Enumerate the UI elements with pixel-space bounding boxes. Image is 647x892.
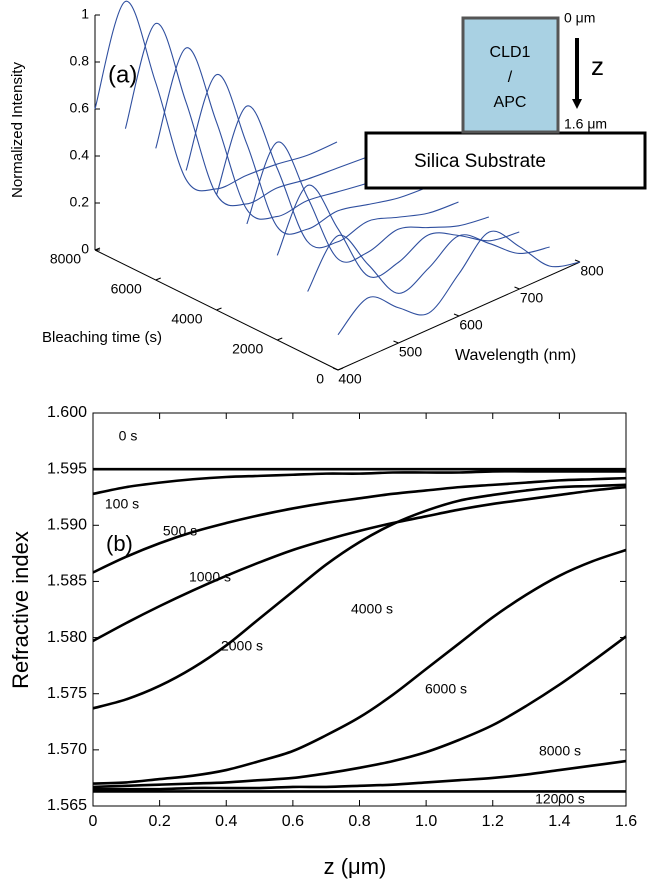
curve-label: 1000 s	[189, 569, 231, 585]
x-axis-title: Wavelength (nm)	[455, 347, 576, 364]
curve-label: 2000 s	[221, 638, 263, 654]
index-profile	[92, 485, 627, 643]
spectrum-line	[94, 0, 338, 192]
y-tick	[277, 337, 283, 341]
x-tick	[453, 313, 460, 317]
bottom-depth-label: 1.6 μm	[564, 116, 607, 132]
y-tick-label: 1.595	[47, 460, 87, 477]
z-tick-label: 0.2	[70, 194, 90, 210]
z-axis-title: Normalized Intensity	[9, 62, 26, 198]
y-tick-label: 2000	[232, 341, 263, 357]
y-tick-label: 1.590	[47, 517, 87, 534]
x-tick-label: 400	[338, 371, 362, 387]
curve-label: 500 s	[163, 523, 197, 539]
top-depth-label: 0 μm	[564, 10, 595, 26]
spectrum-line	[307, 234, 550, 294]
y-tick-label: 0	[316, 371, 324, 387]
x-tick-label: 500	[399, 344, 423, 360]
curve-label: 6000 s	[425, 681, 467, 697]
x-tick-label: 1.2	[482, 813, 504, 830]
spectrum-line	[337, 230, 581, 336]
spectrum-line	[246, 141, 490, 263]
z-tick-label: 0.8	[70, 53, 90, 69]
panel-label: (a)	[108, 61, 137, 88]
y-tick-label: 4000	[171, 311, 202, 327]
y-tick-label: 1.580	[47, 629, 87, 646]
y-tick	[94, 247, 101, 251]
z-tick-label: 0	[81, 241, 89, 257]
y-tick-label: 8000	[50, 251, 81, 267]
x-tick-label: 800	[580, 263, 604, 279]
x-tick-label: 700	[520, 290, 544, 306]
y-axis-title: Refractive index	[8, 531, 33, 689]
x-tick-label: 0.2	[149, 813, 171, 830]
panel-b: 0 0.2 0.4 0.6 0.8 1.0 1.2 1.4 1.6 1.565 1.570 1.575…	[8, 404, 637, 879]
x-tick-label: 1.0	[415, 813, 437, 830]
spectrum-line	[215, 105, 459, 249]
substrate-label: Silica Substrate	[414, 151, 546, 172]
z-arrow-label: z	[591, 51, 604, 81]
x-tick-label: 0.6	[282, 813, 304, 830]
panel-label: (b)	[106, 531, 133, 556]
y-tick-label: 1.570	[47, 741, 87, 758]
curve-label: 100 s	[105, 496, 139, 512]
index-profile	[92, 635, 627, 789]
film-label: CLD1	[490, 44, 531, 61]
x-tick-label: 0.8	[348, 813, 370, 830]
curve-label: 12000 s	[535, 791, 585, 807]
x-tick	[393, 340, 399, 344]
index-profile	[92, 476, 627, 574]
x-tick	[514, 286, 520, 290]
y-tick-label: 1.575	[47, 685, 87, 702]
substrate	[364, 131, 647, 190]
x-tick	[332, 367, 339, 371]
index-profile	[92, 483, 627, 710]
panel-a: 0 0.2 0.4 0.6 0.8 1 0 2000 4000 6000 8000 400 500 600…	[9, 0, 647, 387]
y-axis-title: Bleaching time (s)	[42, 329, 162, 346]
spectrum-line	[185, 74, 429, 235]
index-profile	[93, 759, 627, 791]
x-tick-label: 0.4	[215, 813, 237, 830]
film-label: APC	[494, 94, 527, 111]
z-tick-label: 0.4	[70, 147, 90, 163]
x-tick-label: 600	[459, 317, 483, 333]
x-tick-label: 0	[89, 813, 98, 830]
y-tick	[155, 277, 161, 281]
curve-label: 4000 s	[351, 601, 393, 617]
y-tick-label: 1.565	[47, 797, 87, 814]
curve-label: 8000 s	[539, 743, 581, 759]
y-tick-label: 6000	[111, 281, 142, 297]
x-axis-title: z (μm)	[324, 854, 387, 879]
x-tick-label: 1.6	[615, 813, 637, 830]
z-tick-label: 1	[81, 6, 89, 22]
x-tick-label: 1.4	[548, 813, 570, 830]
index-profile	[92, 470, 626, 496]
z-tick-label: 0.6	[70, 100, 90, 116]
film-label: /	[508, 69, 513, 86]
film-layer	[461, 16, 560, 134]
y-tick	[216, 307, 222, 311]
spectrum-line	[124, 22, 368, 207]
curve-label: 0 s	[119, 428, 138, 444]
y-tick-label: 1.585	[47, 573, 87, 590]
index-profile	[92, 548, 627, 785]
spectrum-line	[155, 47, 398, 220]
y-tick-label: 1.600	[47, 404, 87, 421]
y-tick	[337, 367, 344, 371]
